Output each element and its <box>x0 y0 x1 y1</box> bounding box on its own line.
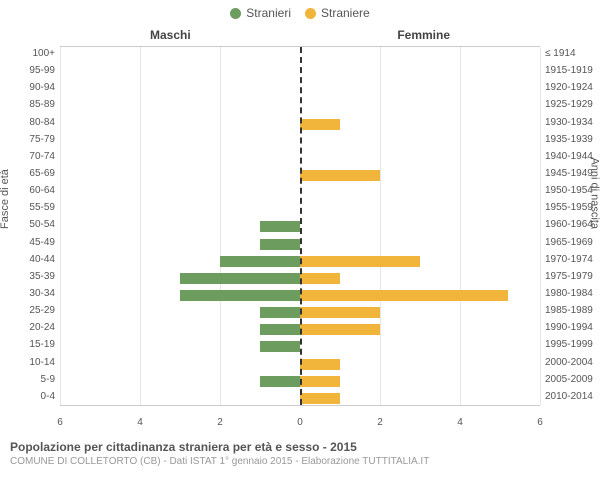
swatch-female <box>305 8 316 19</box>
x-tick: 6 <box>57 417 63 428</box>
bar-female <box>300 376 340 387</box>
birth-year-label: 1920-1924 <box>545 82 597 93</box>
bar-male <box>260 239 300 250</box>
birth-year-label: 1955-1959 <box>545 202 597 213</box>
legend-item-male: Stranieri <box>230 6 291 20</box>
birth-year-label: 1990-1994 <box>545 322 597 333</box>
age-label: 60-64 <box>5 185 55 196</box>
birth-year-label: 1925-1929 <box>545 99 597 110</box>
bar-male <box>260 221 300 232</box>
age-label: 0-4 <box>5 391 55 402</box>
caption-subtitle: COMUNE DI COLLETORTO (CB) - Dati ISTAT 1… <box>10 456 590 467</box>
birth-year-label: 1960-1964 <box>545 219 597 230</box>
age-label: 85-89 <box>5 99 55 110</box>
age-label: 75-79 <box>5 134 55 145</box>
side-title-male: Maschi <box>150 28 191 42</box>
birth-year-label: 1940-1944 <box>545 151 597 162</box>
birth-year-label: 2000-2004 <box>545 357 597 368</box>
birth-year-label: 1985-1989 <box>545 305 597 316</box>
birth-year-label: 1975-1979 <box>545 271 597 282</box>
birth-year-label: 2005-2009 <box>545 374 597 385</box>
age-label: 80-84 <box>5 117 55 128</box>
birth-year-label: 1995-1999 <box>545 339 597 350</box>
zero-line <box>300 47 302 405</box>
birth-year-label: ≤ 1914 <box>545 48 597 59</box>
age-label: 55-59 <box>5 202 55 213</box>
birth-year-label: 1950-1954 <box>545 185 597 196</box>
age-label: 25-29 <box>5 305 55 316</box>
x-tick: 2 <box>217 417 223 428</box>
birth-year-label: 1980-1984 <box>545 288 597 299</box>
age-label: 90-94 <box>5 82 55 93</box>
legend-label-male: Stranieri <box>246 6 291 20</box>
legend: Stranieri Straniere <box>0 0 600 24</box>
bar-female <box>300 170 380 181</box>
age-label: 30-34 <box>5 288 55 299</box>
bar-female <box>300 393 340 404</box>
x-tick: 2 <box>377 417 383 428</box>
age-label: 95-99 <box>5 65 55 76</box>
birth-year-label: 1930-1934 <box>545 117 597 128</box>
side-title-female: Femmine <box>397 28 450 42</box>
caption-title: Popolazione per cittadinanza straniera p… <box>10 440 590 454</box>
bar-female <box>300 273 340 284</box>
bar-female <box>300 307 380 318</box>
age-label: 5-9 <box>5 374 55 385</box>
age-label: 70-74 <box>5 151 55 162</box>
bar-male <box>260 324 300 335</box>
bar-male <box>180 290 300 301</box>
age-label: 45-49 <box>5 237 55 248</box>
birth-year-label: 2010-2014 <box>545 391 597 402</box>
bar-male <box>260 341 300 352</box>
age-label: 50-54 <box>5 219 55 230</box>
x-tick: 0 <box>297 417 303 428</box>
plot: 100+≤ 191495-991915-191990-941920-192485… <box>60 46 540 406</box>
legend-item-female: Straniere <box>305 6 370 20</box>
bar-male <box>180 273 300 284</box>
legend-label-female: Straniere <box>321 6 370 20</box>
bar-female <box>300 119 340 130</box>
birth-year-label: 1965-1969 <box>545 237 597 248</box>
bar-male <box>260 307 300 318</box>
bar-female <box>300 256 420 267</box>
age-label: 35-39 <box>5 271 55 282</box>
x-tick: 4 <box>137 417 143 428</box>
bar-female <box>300 359 340 370</box>
birth-year-label: 1945-1949 <box>545 168 597 179</box>
bar-female <box>300 324 380 335</box>
age-label: 15-19 <box>5 339 55 350</box>
age-label: 20-24 <box>5 322 55 333</box>
age-label: 40-44 <box>5 254 55 265</box>
bar-male <box>260 376 300 387</box>
birth-year-label: 1970-1974 <box>545 254 597 265</box>
bar-female <box>300 290 508 301</box>
age-label: 10-14 <box>5 357 55 368</box>
x-tick: 6 <box>537 417 543 428</box>
bar-male <box>220 256 300 267</box>
birth-year-label: 1935-1939 <box>545 134 597 145</box>
caption: Popolazione per cittadinanza straniera p… <box>0 434 600 467</box>
swatch-male <box>230 8 241 19</box>
birth-year-label: 1915-1919 <box>545 65 597 76</box>
age-label: 65-69 <box>5 168 55 179</box>
age-label: 100+ <box>5 48 55 59</box>
chart-area: Maschi Femmine Fasce di età Anni di nasc… <box>0 24 600 434</box>
x-tick: 4 <box>457 417 463 428</box>
gridline <box>540 47 541 405</box>
